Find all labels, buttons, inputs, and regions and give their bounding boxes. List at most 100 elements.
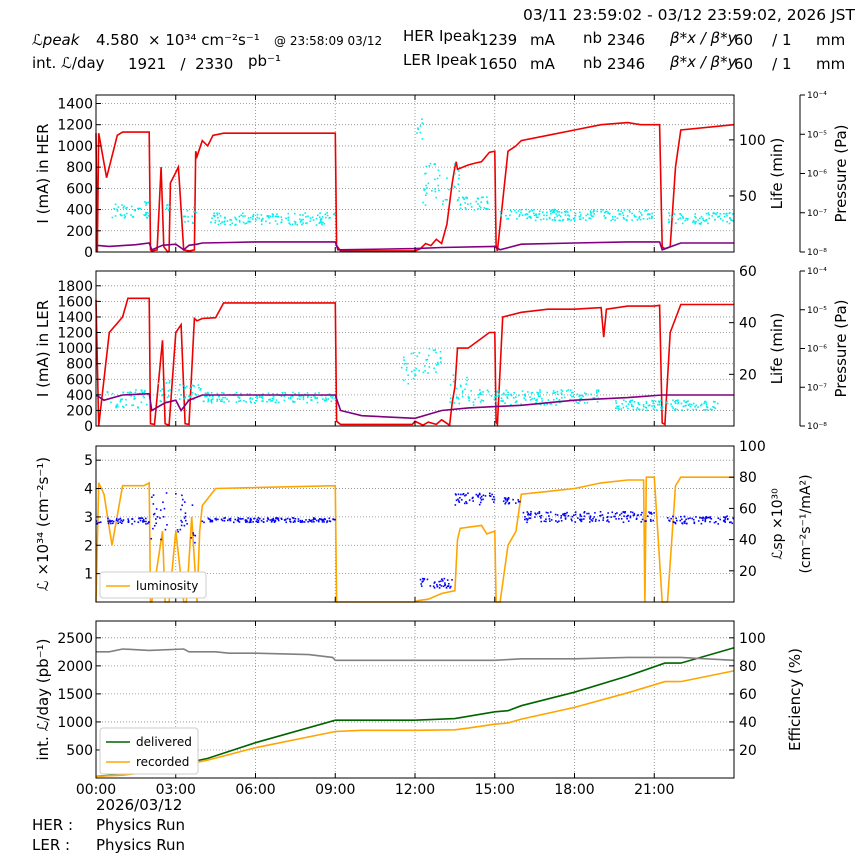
y2tick-label: 100 <box>739 439 766 455</box>
point-specific <box>526 511 529 513</box>
point-lifetime <box>145 204 147 206</box>
point-lifetime <box>622 214 625 217</box>
point-lifetime <box>311 216 314 219</box>
point-lifetime <box>157 382 159 385</box>
point-lifetime <box>235 401 238 403</box>
point-specific <box>210 520 212 523</box>
point-lifetime <box>312 219 315 221</box>
point-lifetime <box>537 395 540 398</box>
point-lifetime <box>566 218 569 220</box>
point-specific <box>145 523 147 525</box>
point-specific <box>450 585 452 588</box>
point-lifetime <box>611 216 614 218</box>
point-lifetime <box>289 396 292 399</box>
point-lifetime <box>479 392 481 395</box>
point-lifetime <box>500 397 503 399</box>
point-specific <box>119 521 122 523</box>
point-lifetime <box>229 218 231 221</box>
point-specific <box>159 517 161 519</box>
point-lifetime <box>574 214 577 217</box>
point-lifetime <box>561 393 563 395</box>
point-lifetime <box>580 394 583 397</box>
point-specific <box>147 522 149 525</box>
point-lifetime <box>425 172 427 175</box>
point-lifetime <box>424 204 427 206</box>
point-specific <box>143 520 146 523</box>
point-specific <box>674 522 677 525</box>
point-lifetime <box>505 393 507 396</box>
point-lifetime <box>459 203 462 206</box>
y2tick-label: 20 <box>739 743 757 759</box>
point-lifetime <box>258 217 260 220</box>
series-line-pressure <box>95 241 734 251</box>
point-specific <box>120 522 123 525</box>
point-lifetime <box>482 196 484 199</box>
point-lifetime <box>462 197 465 199</box>
point-lifetime <box>159 400 162 402</box>
point-lifetime <box>129 391 132 393</box>
her-nb-label: nb <box>583 29 603 47</box>
point-lifetime <box>526 217 529 220</box>
point-lifetime <box>298 395 301 397</box>
point-specific <box>468 499 471 501</box>
point-lifetime <box>130 391 133 394</box>
point-lifetime <box>693 221 696 223</box>
point-lifetime <box>632 405 634 408</box>
point-specific <box>724 516 726 519</box>
point-specific <box>303 521 306 523</box>
point-lifetime <box>545 218 548 221</box>
point-lifetime <box>600 211 602 213</box>
point-lifetime <box>458 196 460 199</box>
point-lifetime <box>726 214 728 217</box>
point-lifetime <box>560 392 563 394</box>
point-specific <box>668 519 670 522</box>
point-lifetime <box>332 395 334 397</box>
point-specific <box>564 515 567 517</box>
point-lifetime <box>256 397 259 399</box>
point-lifetime <box>479 389 481 391</box>
point-lifetime <box>519 213 521 216</box>
point-lifetime <box>187 220 190 223</box>
point-specific <box>443 577 446 580</box>
point-lifetime <box>287 219 290 221</box>
point-lifetime <box>531 210 533 212</box>
point-lifetime <box>477 203 479 205</box>
point-lifetime <box>615 400 617 402</box>
point-lifetime <box>260 220 263 223</box>
point-lifetime <box>646 209 648 212</box>
point-lifetime <box>706 408 709 411</box>
point-lifetime <box>242 212 244 215</box>
point-lifetime <box>204 395 206 398</box>
point-specific <box>312 517 315 520</box>
point-specific <box>153 512 156 515</box>
point-specific <box>111 522 114 525</box>
point-lifetime <box>221 392 223 394</box>
point-lifetime <box>694 213 697 215</box>
point-lifetime <box>572 400 575 403</box>
point-lifetime <box>600 208 602 211</box>
point-lifetime <box>457 398 460 400</box>
point-lifetime <box>569 394 572 396</box>
footer-date: 2026/03/12 <box>96 796 183 814</box>
point-lifetime <box>683 400 685 402</box>
point-specific <box>697 520 700 522</box>
point-lifetime <box>121 204 123 206</box>
point-specific <box>326 521 328 524</box>
point-lifetime <box>249 220 252 223</box>
point-lifetime <box>144 390 146 392</box>
point-specific <box>110 522 112 525</box>
point-specific <box>724 518 727 520</box>
pressure-label: Pressure (Pa) <box>832 124 850 222</box>
point-lifetime <box>246 393 249 395</box>
point-lifetime <box>487 208 489 210</box>
point-specific <box>463 502 466 505</box>
point-lifetime <box>317 214 319 217</box>
point-lifetime <box>125 212 128 215</box>
point-lifetime <box>331 397 334 399</box>
point-specific <box>653 512 655 514</box>
point-lifetime <box>510 394 513 397</box>
point-specific <box>160 538 162 541</box>
point-lifetime <box>239 399 242 402</box>
point-specific <box>203 521 205 524</box>
point-specific <box>622 521 625 524</box>
